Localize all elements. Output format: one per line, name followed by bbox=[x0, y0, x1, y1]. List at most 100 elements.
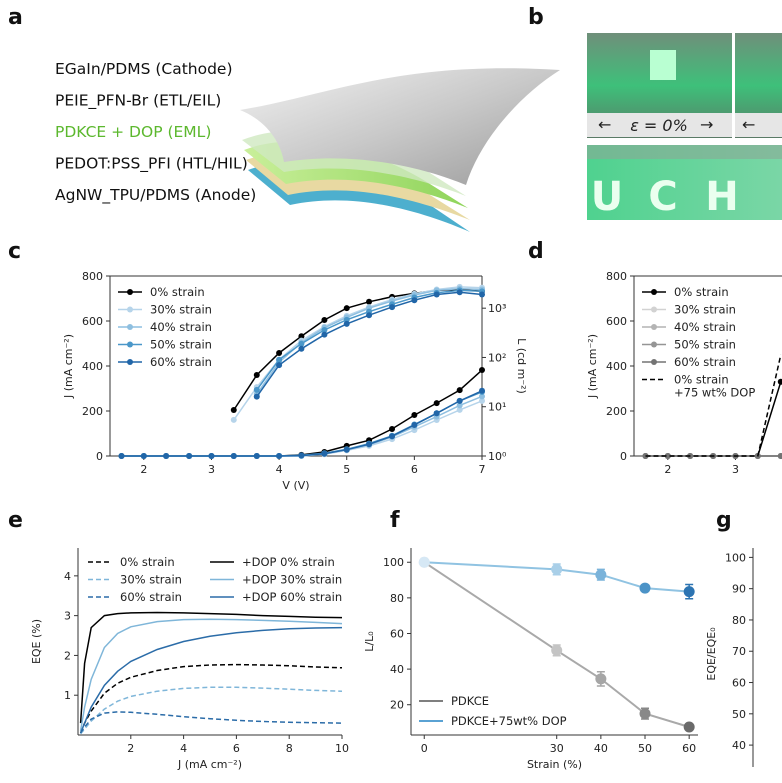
x-tick-label: 7 bbox=[479, 463, 486, 476]
legend-label: 30% strain bbox=[120, 573, 182, 587]
data-point bbox=[298, 452, 305, 459]
data-point bbox=[456, 406, 463, 413]
legend-label: +DOP 0% strain bbox=[242, 555, 335, 569]
y-tick-label: 50 bbox=[732, 708, 746, 721]
data-point bbox=[321, 450, 328, 457]
y-tick-label: 60 bbox=[390, 627, 404, 640]
y2-axis-label: L (cd m⁻²) bbox=[515, 338, 528, 394]
photo-letter: C bbox=[648, 174, 677, 220]
data-point bbox=[276, 350, 283, 357]
data-point bbox=[433, 400, 440, 407]
legend-marker bbox=[651, 306, 657, 313]
data-point bbox=[551, 563, 563, 575]
arrow: ← bbox=[598, 115, 611, 134]
layer-label: PEIE_PFN-Br (ETL/EIL) bbox=[55, 92, 221, 111]
data-point bbox=[683, 721, 695, 733]
data-point bbox=[551, 644, 563, 656]
y2-tick-label: 10⁰ bbox=[488, 450, 507, 463]
x-tick-label: 0 bbox=[421, 742, 428, 755]
y-axis-label: EQE/EQE₀ bbox=[705, 627, 718, 681]
legend-marker bbox=[127, 306, 133, 313]
y-tick-label: 200 bbox=[82, 405, 103, 418]
x-tick-label: 10 bbox=[335, 742, 349, 755]
y-tick-label: 800 bbox=[606, 270, 627, 283]
series-line bbox=[121, 369, 483, 457]
data-point bbox=[230, 406, 237, 413]
data-point bbox=[411, 421, 418, 428]
data-point bbox=[411, 297, 418, 304]
panel-letter: c bbox=[8, 239, 21, 264]
x-tick-label: 4 bbox=[276, 463, 283, 476]
legend-marker bbox=[651, 289, 657, 295]
arrow: ← bbox=[742, 115, 755, 134]
x-tick-label: 8 bbox=[286, 742, 293, 755]
data-point bbox=[433, 410, 440, 417]
x-tick-label: 4 bbox=[180, 742, 187, 755]
photo-letter: U bbox=[591, 174, 623, 220]
layer-label: PDKCE + DOP (EML) bbox=[55, 123, 211, 141]
device-stack-art bbox=[240, 68, 560, 232]
data-point bbox=[140, 453, 147, 459]
y-axis-label: J (mA cm⁻²) bbox=[586, 334, 599, 399]
series-line bbox=[233, 288, 483, 411]
data-point bbox=[343, 305, 350, 312]
data-point bbox=[433, 291, 440, 298]
data-point bbox=[389, 433, 396, 440]
data-point bbox=[230, 416, 237, 423]
data-point bbox=[595, 569, 607, 581]
data-point bbox=[253, 453, 260, 459]
chart: 0 200 400 600 800 10⁰ 10¹ 10² 10³ 2 3 4 5 6 7 V (V) J (m… bbox=[62, 270, 528, 492]
y-tick-label: 20 bbox=[390, 699, 404, 712]
series-line bbox=[80, 686, 343, 735]
y-tick-label: 400 bbox=[606, 360, 627, 373]
y-tick-label: 100 bbox=[725, 551, 746, 564]
y-tick-label: 200 bbox=[606, 405, 627, 418]
y-tick-label: 1 bbox=[64, 689, 71, 702]
data-point bbox=[389, 304, 396, 311]
data-point bbox=[321, 331, 328, 338]
series-line bbox=[79, 618, 343, 732]
y-tick-label: 40 bbox=[732, 739, 746, 752]
y-tick-label: 2 bbox=[64, 649, 71, 662]
data-point bbox=[777, 378, 782, 385]
data-point bbox=[253, 393, 260, 400]
y-tick-label: 80 bbox=[732, 614, 746, 627]
data-point bbox=[321, 327, 328, 334]
legend-label: 40% strain bbox=[150, 320, 212, 334]
y-tick-label: 0 bbox=[620, 450, 627, 463]
arrow: → bbox=[700, 115, 713, 134]
legend-marker bbox=[127, 359, 133, 365]
layer-label: PEDOT:PSS_PFI (HTL/HIL) bbox=[55, 155, 248, 174]
y-tick-label: 3 bbox=[64, 610, 71, 623]
data-point bbox=[639, 708, 651, 720]
x-tick-label: 2 bbox=[140, 463, 147, 476]
y-tick-label: 800 bbox=[82, 270, 103, 283]
data-point bbox=[366, 298, 373, 305]
chart: 40 50 60 70 80 90 100 EQE/EQE₀ bbox=[705, 548, 754, 767]
legend-marker bbox=[651, 341, 657, 348]
x-tick-label: 50 bbox=[638, 742, 652, 755]
data-point bbox=[479, 367, 485, 374]
data-point bbox=[479, 291, 485, 298]
legend-label: 40% strain bbox=[674, 320, 736, 334]
chart: 20 40 60 80 100 0 30 40 50 60 Strain (%) L/L₀ PDKCE P… bbox=[363, 548, 698, 771]
data-point bbox=[163, 453, 170, 459]
data-point bbox=[683, 586, 695, 598]
y-tick-label: 400 bbox=[82, 360, 103, 373]
panel-letter: g bbox=[716, 508, 732, 533]
legend-label: 0% strain bbox=[150, 285, 205, 299]
series-line bbox=[121, 400, 483, 457]
legend-label: 50% strain bbox=[150, 338, 212, 352]
photo-letter: H bbox=[705, 174, 738, 220]
series-line bbox=[233, 286, 483, 421]
panel-letter: a bbox=[8, 5, 23, 30]
data-point bbox=[118, 453, 125, 459]
layer-label: EGaIn/PDMS (Cathode) bbox=[55, 60, 233, 78]
data-point bbox=[186, 453, 193, 459]
x-tick-label: 5 bbox=[343, 463, 350, 476]
x-tick-label: 2 bbox=[127, 742, 134, 755]
data-point bbox=[366, 312, 373, 319]
legend-label: 0% strain +75 wt% DOP bbox=[674, 373, 755, 400]
panel-letter: b bbox=[528, 5, 544, 30]
series-line bbox=[121, 395, 483, 457]
